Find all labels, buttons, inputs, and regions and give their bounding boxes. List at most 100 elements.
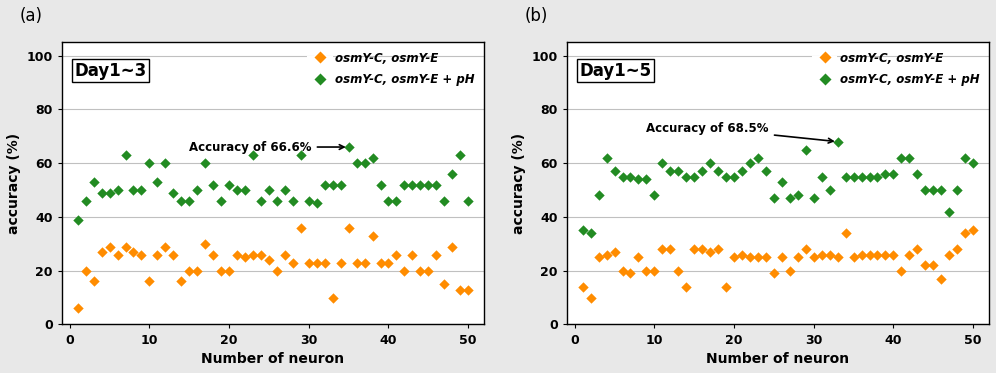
- Point: [452, 286, 468, 292]
- Point: [726, 173, 742, 179]
- Point: [798, 147, 814, 153]
- Point: [197, 241, 213, 247]
- Point: [583, 295, 599, 301]
- Point: [333, 182, 349, 188]
- Point: [436, 281, 452, 287]
- Point: [157, 244, 173, 250]
- Point: [806, 195, 822, 201]
- Point: [933, 276, 949, 282]
- Point: [325, 295, 341, 301]
- Point: [622, 173, 638, 179]
- Point: [149, 179, 165, 185]
- Point: [909, 246, 925, 252]
- Point: [157, 160, 173, 166]
- Point: [893, 268, 909, 274]
- Point: [141, 279, 157, 285]
- Point: [654, 160, 670, 166]
- Point: [909, 171, 925, 177]
- Point: [149, 251, 165, 257]
- Point: [261, 187, 277, 193]
- Point: [102, 190, 118, 196]
- Point: [734, 251, 750, 257]
- Point: [221, 182, 237, 188]
- Point: [269, 198, 285, 204]
- Point: [830, 139, 846, 145]
- Point: [396, 182, 412, 188]
- Point: [870, 251, 885, 257]
- Point: [357, 260, 373, 266]
- Point: [118, 244, 133, 250]
- Point: [412, 268, 428, 274]
- Y-axis label: accuracy (%): accuracy (%): [512, 133, 526, 234]
- Point: [237, 187, 253, 193]
- Point: [189, 268, 205, 274]
- Point: [444, 244, 460, 250]
- Point: [830, 254, 846, 260]
- Point: [893, 155, 909, 161]
- Point: [599, 251, 615, 257]
- Point: [341, 144, 357, 150]
- Point: [365, 155, 380, 161]
- Point: [277, 251, 293, 257]
- Point: [181, 198, 197, 204]
- Point: [702, 160, 718, 166]
- Point: [221, 268, 237, 274]
- Point: [854, 251, 870, 257]
- Legend: osmY-C, osmY-E, osmY-C, osmY-E + pH: osmY-C, osmY-E, osmY-C, osmY-E + pH: [305, 48, 478, 90]
- Point: [742, 254, 758, 260]
- Point: [774, 254, 790, 260]
- Point: [452, 152, 468, 158]
- Point: [285, 260, 301, 266]
- Point: [245, 251, 261, 257]
- Point: [575, 228, 591, 233]
- Point: [646, 192, 662, 198]
- Point: [309, 260, 325, 266]
- Point: [686, 246, 702, 252]
- Point: [798, 246, 814, 252]
- Point: [301, 198, 317, 204]
- Point: [814, 251, 830, 257]
- Point: [213, 268, 229, 274]
- Point: [599, 155, 615, 161]
- Point: [917, 187, 933, 193]
- Point: [189, 187, 205, 193]
- Point: [165, 251, 181, 257]
- Point: [110, 251, 125, 257]
- Point: [301, 260, 317, 266]
- Point: [814, 173, 830, 179]
- Point: [357, 160, 373, 166]
- Point: [670, 268, 686, 274]
- Point: [949, 187, 965, 193]
- Point: [583, 230, 599, 236]
- Point: [173, 198, 189, 204]
- Point: [261, 257, 277, 263]
- Point: [901, 251, 917, 257]
- Point: [726, 254, 742, 260]
- Point: [293, 152, 309, 158]
- Point: [213, 198, 229, 204]
- Point: [638, 268, 654, 274]
- Point: [181, 268, 197, 274]
- Point: [591, 192, 607, 198]
- Point: [622, 270, 638, 276]
- Point: [245, 152, 261, 158]
- Point: [388, 251, 404, 257]
- Point: [293, 225, 309, 231]
- X-axis label: Number of neuron: Number of neuron: [706, 352, 850, 366]
- Text: (b): (b): [525, 7, 548, 25]
- Point: [846, 254, 862, 260]
- Point: [662, 246, 678, 252]
- Point: [933, 187, 949, 193]
- Point: [269, 268, 285, 274]
- Point: [750, 155, 766, 161]
- Point: [965, 228, 981, 233]
- Point: [133, 187, 149, 193]
- Text: Day1~3: Day1~3: [75, 62, 146, 80]
- Point: [782, 268, 798, 274]
- Point: [110, 187, 125, 193]
- Point: [165, 190, 181, 196]
- Point: [205, 251, 221, 257]
- Point: [838, 173, 854, 179]
- Point: [428, 251, 444, 257]
- Point: [341, 225, 357, 231]
